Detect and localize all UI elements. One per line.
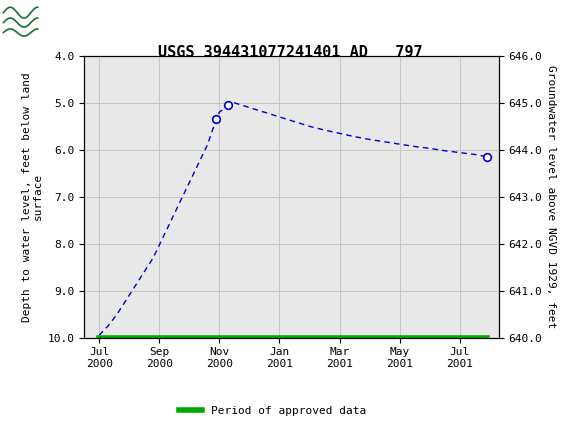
Text: USGS: USGS xyxy=(42,14,97,31)
Y-axis label: Depth to water level, feet below land
surface: Depth to water level, feet below land su… xyxy=(21,72,44,322)
Text: USGS 394431077241401 AD   797: USGS 394431077241401 AD 797 xyxy=(158,45,422,60)
Y-axis label: Groundwater level above NGVD 1929, feet: Groundwater level above NGVD 1929, feet xyxy=(546,65,556,329)
Legend: Period of approved data: Period of approved data xyxy=(175,401,370,420)
FancyBboxPatch shape xyxy=(3,3,70,42)
